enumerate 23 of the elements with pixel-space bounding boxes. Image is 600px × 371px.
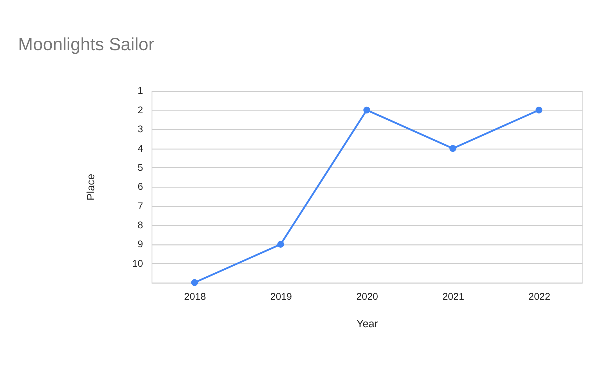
y-tick-label: 4 [138,144,144,155]
y-tick-label: 8 [138,220,144,232]
x-tick-label: 2018 [184,292,206,304]
y-axis-title: Place [85,174,98,201]
point [277,241,284,248]
y-tick-label: 7 [138,201,144,212]
x-axis-title: Year [356,318,379,331]
y-tick-label: 1 [138,86,144,98]
x-tick-label: 2019 [270,292,292,304]
point [536,106,543,114]
point [450,145,457,152]
y-tick-label: 6 [138,182,144,194]
x-tick-label: 2022 [528,292,550,304]
chart-title: Moonlights Sailor [18,34,155,54]
x-tick-label: 2020 [356,292,379,304]
point [364,106,370,114]
x-tick-label: 2021 [442,292,464,304]
y-tick-label: 3 [138,124,144,136]
y-tick-label: 9 [138,240,144,251]
y-tick-label: 5 [138,162,144,174]
y-tick-label: 10 [132,258,144,270]
y-tick-label: 2 [138,105,144,116]
point [191,279,198,286]
